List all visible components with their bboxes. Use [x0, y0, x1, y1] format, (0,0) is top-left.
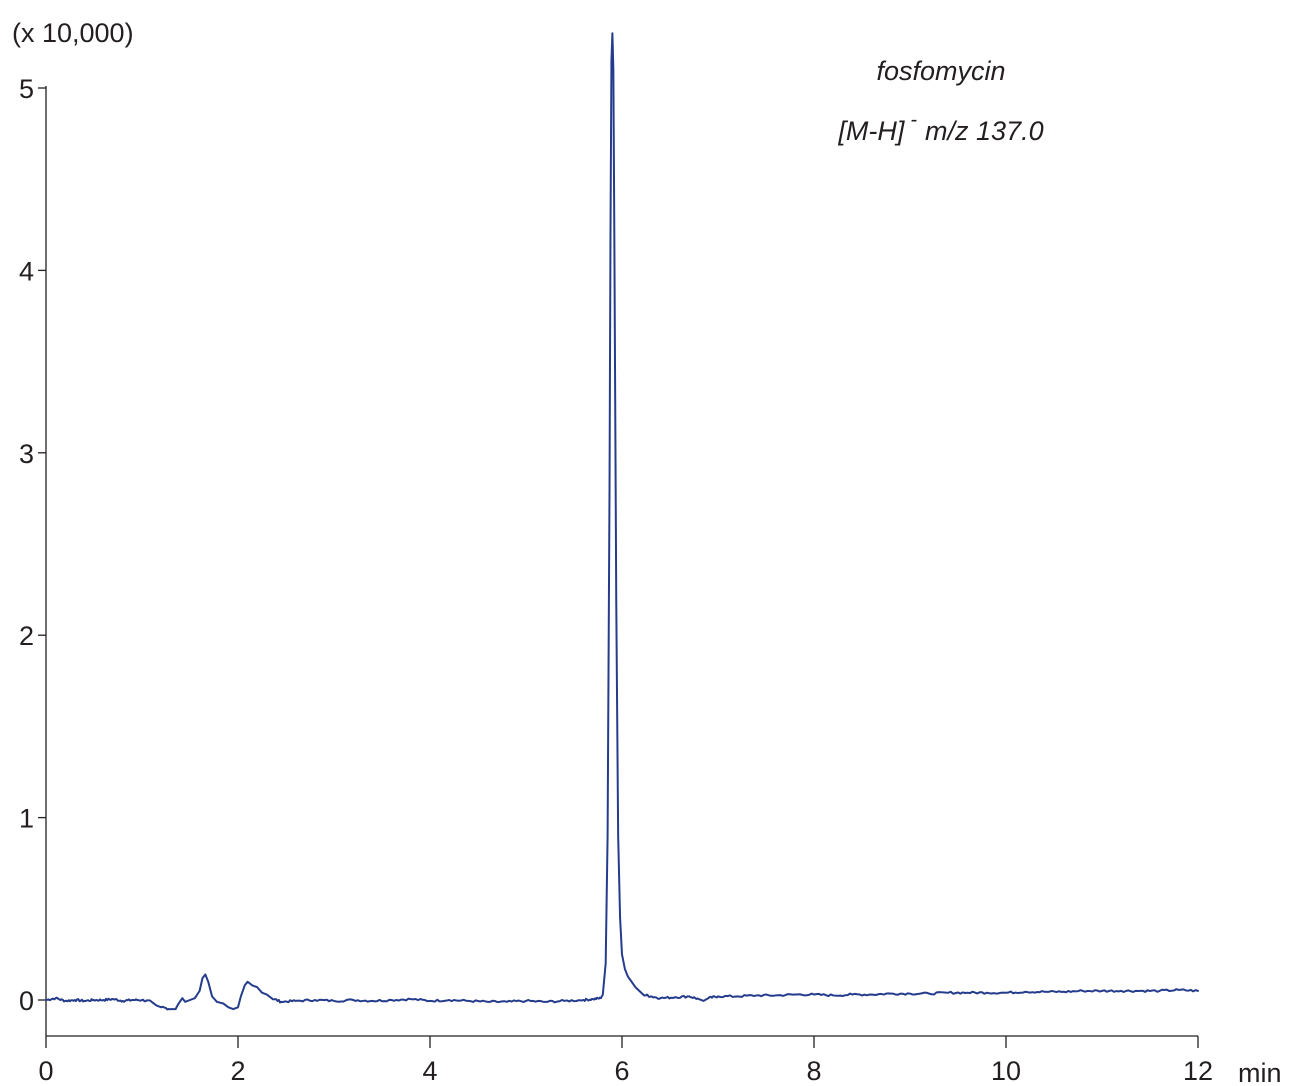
- y-tick-label: 1: [19, 804, 34, 834]
- x-tick-label: 2: [230, 1056, 245, 1086]
- ion-charge: -: [910, 109, 917, 131]
- x-tick-label: 8: [806, 1056, 821, 1086]
- ion-prefix: [M-H]: [837, 116, 905, 146]
- y-tick-label: 3: [19, 439, 34, 469]
- y-tick-label: 0: [19, 986, 34, 1016]
- x-tick-label: 12: [1183, 1056, 1213, 1086]
- x-tick-label: 6: [614, 1056, 629, 1086]
- compound-label: fosfomycin: [876, 56, 1005, 86]
- y-multiplier-label: (x 10,000): [12, 18, 134, 48]
- y-axis-ticks: 0 1 2 3 4 5: [19, 74, 46, 1016]
- x-axis-ticks: 0 2 4 6 8 10 12: [38, 1036, 1213, 1086]
- ion-label: [M-H] - m/z 137.0: [837, 109, 1043, 146]
- x-tick-label: 4: [422, 1056, 437, 1086]
- y-tick-label: 4: [19, 256, 34, 286]
- chromatogram-trace: [45, 32, 1199, 1011]
- y-tick-label: 5: [19, 74, 34, 104]
- y-tick-label: 2: [19, 621, 34, 651]
- x-axis-unit-label: min: [1238, 1058, 1282, 1086]
- x-tick-label: 10: [991, 1056, 1021, 1086]
- x-tick-label: 0: [38, 1056, 53, 1086]
- ion-mz: m/z 137.0: [925, 116, 1044, 146]
